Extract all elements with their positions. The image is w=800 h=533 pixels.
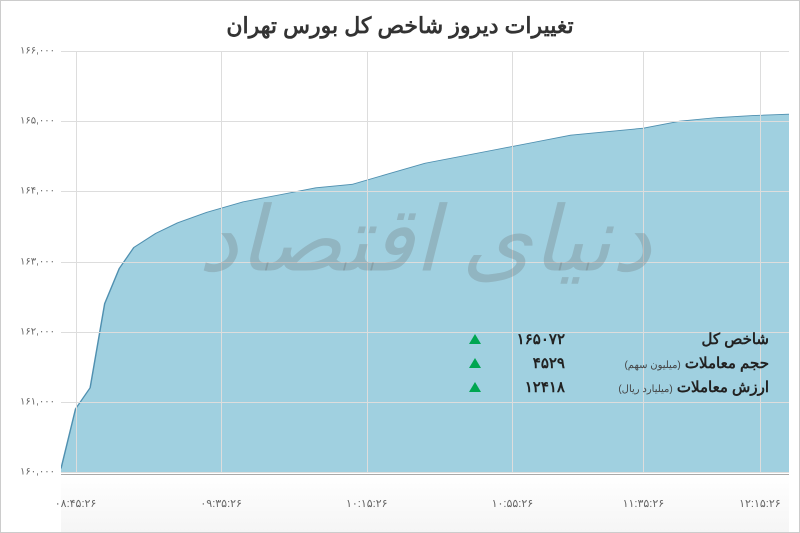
x-axis: ۰۸:۴۵:۲۶۰۹:۳۵:۲۶۱۰:۱۵:۲۶۱۰:۵۵:۲۶۱۱:۳۵:۲۶… [61,474,789,532]
y-tick-label: ۱۶۰,۰۰۰ [20,467,55,478]
stat-label: ارزش معاملات (میلیارد ریال) [579,378,769,396]
y-axis: ۱۶۰,۰۰۰۱۶۱,۰۰۰۱۶۲,۰۰۰۱۶۳,۰۰۰۱۶۴,۰۰۰۱۶۵,۰… [1,51,59,472]
x-tick-label: ۰۹:۳۵:۲۶ [200,497,242,510]
stats-panel: شاخص کل ۱۶۵۰۷۲ حجم معاملات (میلیون سهم) ۴۵… [469,324,769,402]
stat-unit: (میلیارد ریال) [618,384,672,395]
stat-row: ارزش معاملات (میلیارد ریال) ۱۲۴۱۸ [469,378,769,396]
stat-unit: (میلیون سهم) [624,360,680,371]
stat-label: شاخص کل [579,330,769,348]
gridline-horizontal [61,472,789,473]
stat-label: حجم معاملات (میلیون سهم) [579,354,769,372]
gridline-horizontal [61,51,789,52]
stat-row: شاخص کل ۱۶۵۰۷۲ [469,330,769,348]
plot-area: دنیای اقتصاد شاخص کل ۱۶۵۰۷۲حجم معاملات (… [61,51,789,472]
up-arrow-icon [469,382,481,392]
chart-container: تغییرات دیروز شاخص کل بورس تهران ۱۶۰,۰۰۰… [0,0,800,533]
gridline-vertical [221,51,222,472]
stat-row: حجم معاملات (میلیون سهم) ۴۵۲۹ [469,354,769,372]
up-arrow-icon [469,358,481,368]
gridline-horizontal [61,191,789,192]
y-tick-label: ۱۶۵,۰۰۰ [20,116,55,127]
x-tick-label: ۱۲:۱۵:۲۶ [739,497,781,510]
x-tick-label: ۱۰:۱۵:۲۶ [346,497,388,510]
x-tick-label: ۰۸:۴۵:۲۶ [55,497,97,510]
gridline-horizontal [61,121,789,122]
gridline-vertical [367,51,368,472]
stat-value: ۴۵۲۹ [495,354,565,372]
gridline-horizontal [61,262,789,263]
y-tick-label: ۱۶۲,۰۰۰ [20,326,55,337]
x-tick-label: ۱۱:۳۵:۲۶ [623,497,665,510]
gridline-vertical [760,51,761,472]
x-tick-label: ۱۰:۵۵:۲۶ [492,497,534,510]
up-arrow-icon [469,334,481,344]
gridline-vertical [643,51,644,472]
y-tick-label: ۱۶۳,۰۰۰ [20,256,55,267]
chart-title: تغییرات دیروز شاخص کل بورس تهران [1,1,799,47]
y-tick-label: ۱۶۱,۰۰۰ [20,396,55,407]
y-tick-label: ۱۶۶,۰۰۰ [20,46,55,57]
stat-value: ۱۲۴۱۸ [495,378,565,396]
gridline-vertical [512,51,513,472]
y-tick-label: ۱۶۴,۰۰۰ [20,186,55,197]
stat-value: ۱۶۵۰۷۲ [495,330,565,348]
gridline-vertical [76,51,77,472]
